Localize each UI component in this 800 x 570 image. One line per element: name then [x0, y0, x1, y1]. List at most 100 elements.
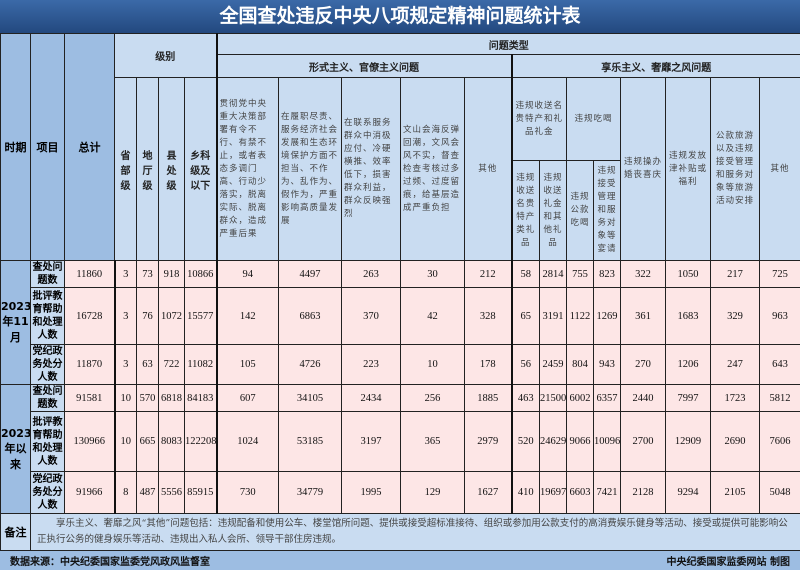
data-cell: 643 [760, 345, 800, 385]
data-cell: 212 [465, 261, 512, 288]
data-cell: 6863 [279, 288, 342, 345]
data-cell: 3 [115, 261, 137, 288]
row-item: 批评教育帮助和处理人数 [31, 288, 65, 345]
header-gifts-specialty: 违规收送名贵特产类礼品 [512, 161, 540, 261]
period-label: 2023年以来 [1, 385, 31, 514]
data-cell: 91966 [65, 472, 115, 514]
note-label: 备注 [1, 514, 31, 551]
data-cell: 1072 [159, 288, 185, 345]
header-hedonism-other: 其他 [760, 78, 800, 261]
header-formalism-2: 在履职尽责、服务经济社会发展和生态环境保护方面不担当、不作为、乱作为、假作为，严… [279, 78, 342, 261]
data-cell: 16728 [65, 288, 115, 345]
header-problem-type: 问题类型 [217, 34, 800, 55]
data-cell: 365 [401, 412, 465, 472]
data-cell: 6818 [159, 385, 185, 412]
header-total: 总计 [65, 34, 115, 261]
header-level: 级别 [115, 34, 217, 78]
data-cell: 24629 [540, 412, 567, 472]
data-cell: 2434 [342, 385, 401, 412]
data-cell: 918 [159, 261, 185, 288]
data-cell: 42 [401, 288, 465, 345]
data-cell: 84183 [185, 385, 217, 412]
header-formalism-4: 文山会海反弹回潮，文风会风不实，督查检查考核过多过频、过度留痕，给基层造成严重负… [401, 78, 465, 261]
data-cell: 1122 [567, 288, 594, 345]
data-cell: 247 [711, 345, 760, 385]
row-item: 批评教育帮助和处理人数 [31, 412, 65, 472]
data-cell: 256 [401, 385, 465, 412]
data-cell: 7997 [666, 385, 711, 412]
data-cell: 19697 [540, 472, 567, 514]
data-cell: 12909 [666, 412, 711, 472]
data-cell: 1723 [711, 385, 760, 412]
data-cell: 3191 [540, 288, 567, 345]
data-cell: 8083 [159, 412, 185, 472]
data-cell: 4726 [279, 345, 342, 385]
data-cell: 463 [512, 385, 540, 412]
data-cell: 30 [401, 261, 465, 288]
data-cell: 755 [567, 261, 594, 288]
data-cell: 2440 [621, 385, 666, 412]
data-cell: 520 [512, 412, 540, 472]
data-cell: 10866 [185, 261, 217, 288]
data-cell: 76 [137, 288, 159, 345]
data-cell: 665 [137, 412, 159, 472]
data-cell: 322 [621, 261, 666, 288]
statistics-table: 时期 项目 总计 级别 问题类型 形式主义、官僚主义问题 享乐主义、奢靡之风问题… [0, 33, 800, 551]
data-cell: 823 [594, 261, 621, 288]
data-cell: 263 [342, 261, 401, 288]
data-cell: 2690 [711, 412, 760, 472]
header-formalism-3: 在联系服务群众中消极应付、冷硬横推、效率低下，损害群众利益，群众反映强烈 [342, 78, 401, 261]
row-item: 党纪政务处分人数 [31, 345, 65, 385]
data-cell: 65 [512, 288, 540, 345]
data-cell: 1024 [217, 412, 279, 472]
data-cell: 270 [621, 345, 666, 385]
data-cell: 487 [137, 472, 159, 514]
data-cell: 217 [711, 261, 760, 288]
data-cell: 329 [711, 288, 760, 345]
row-item: 查处问题数 [31, 261, 65, 288]
data-cell: 122208 [185, 412, 217, 472]
table-title: 全国查处违反中央八项规定精神问题统计表 [0, 0, 800, 33]
data-cell: 2105 [711, 472, 760, 514]
data-cell: 130966 [65, 412, 115, 472]
data-cell: 58 [512, 261, 540, 288]
data-cell: 3 [115, 345, 137, 385]
data-cell: 9294 [666, 472, 711, 514]
data-cell: 21500 [540, 385, 567, 412]
header-weddings: 违规操办婚丧喜庆 [621, 78, 666, 261]
data-cell: 722 [159, 345, 185, 385]
data-cell: 10 [115, 412, 137, 472]
data-cell: 1627 [465, 472, 512, 514]
header-period: 时期 [1, 34, 31, 261]
data-cell: 15577 [185, 288, 217, 345]
data-cell: 10 [401, 345, 465, 385]
row-item: 查处问题数 [31, 385, 65, 412]
header-subsidies: 违规发放津补贴或福利 [666, 78, 711, 261]
data-cell: 9066 [567, 412, 594, 472]
data-cell: 1885 [465, 385, 512, 412]
data-cell: 2979 [465, 412, 512, 472]
data-cell: 178 [465, 345, 512, 385]
data-cell: 10096 [594, 412, 621, 472]
header-dining-public: 违规公款吃喝 [567, 161, 594, 261]
data-cell: 6603 [567, 472, 594, 514]
data-cell: 410 [512, 472, 540, 514]
data-cell: 570 [137, 385, 159, 412]
data-cell: 361 [621, 288, 666, 345]
data-cell: 11082 [185, 345, 217, 385]
header-gifts: 违规收送名贵特产和礼品礼金 [512, 78, 567, 161]
header-gifts-money: 违规收送礼金和其他礼品 [540, 161, 567, 261]
data-cell: 725 [760, 261, 800, 288]
footer: 数据来源：中央纪委国家监委党风政风监督室 中央纪委国家监委网站 制图 [0, 551, 800, 570]
header-level-province: 省部级 [115, 78, 137, 261]
data-cell: 6357 [594, 385, 621, 412]
data-cell: 223 [342, 345, 401, 385]
data-cell: 56 [512, 345, 540, 385]
data-cell: 1206 [666, 345, 711, 385]
data-cell: 1269 [594, 288, 621, 345]
row-item: 党纪政务处分人数 [31, 472, 65, 514]
data-cell: 2128 [621, 472, 666, 514]
